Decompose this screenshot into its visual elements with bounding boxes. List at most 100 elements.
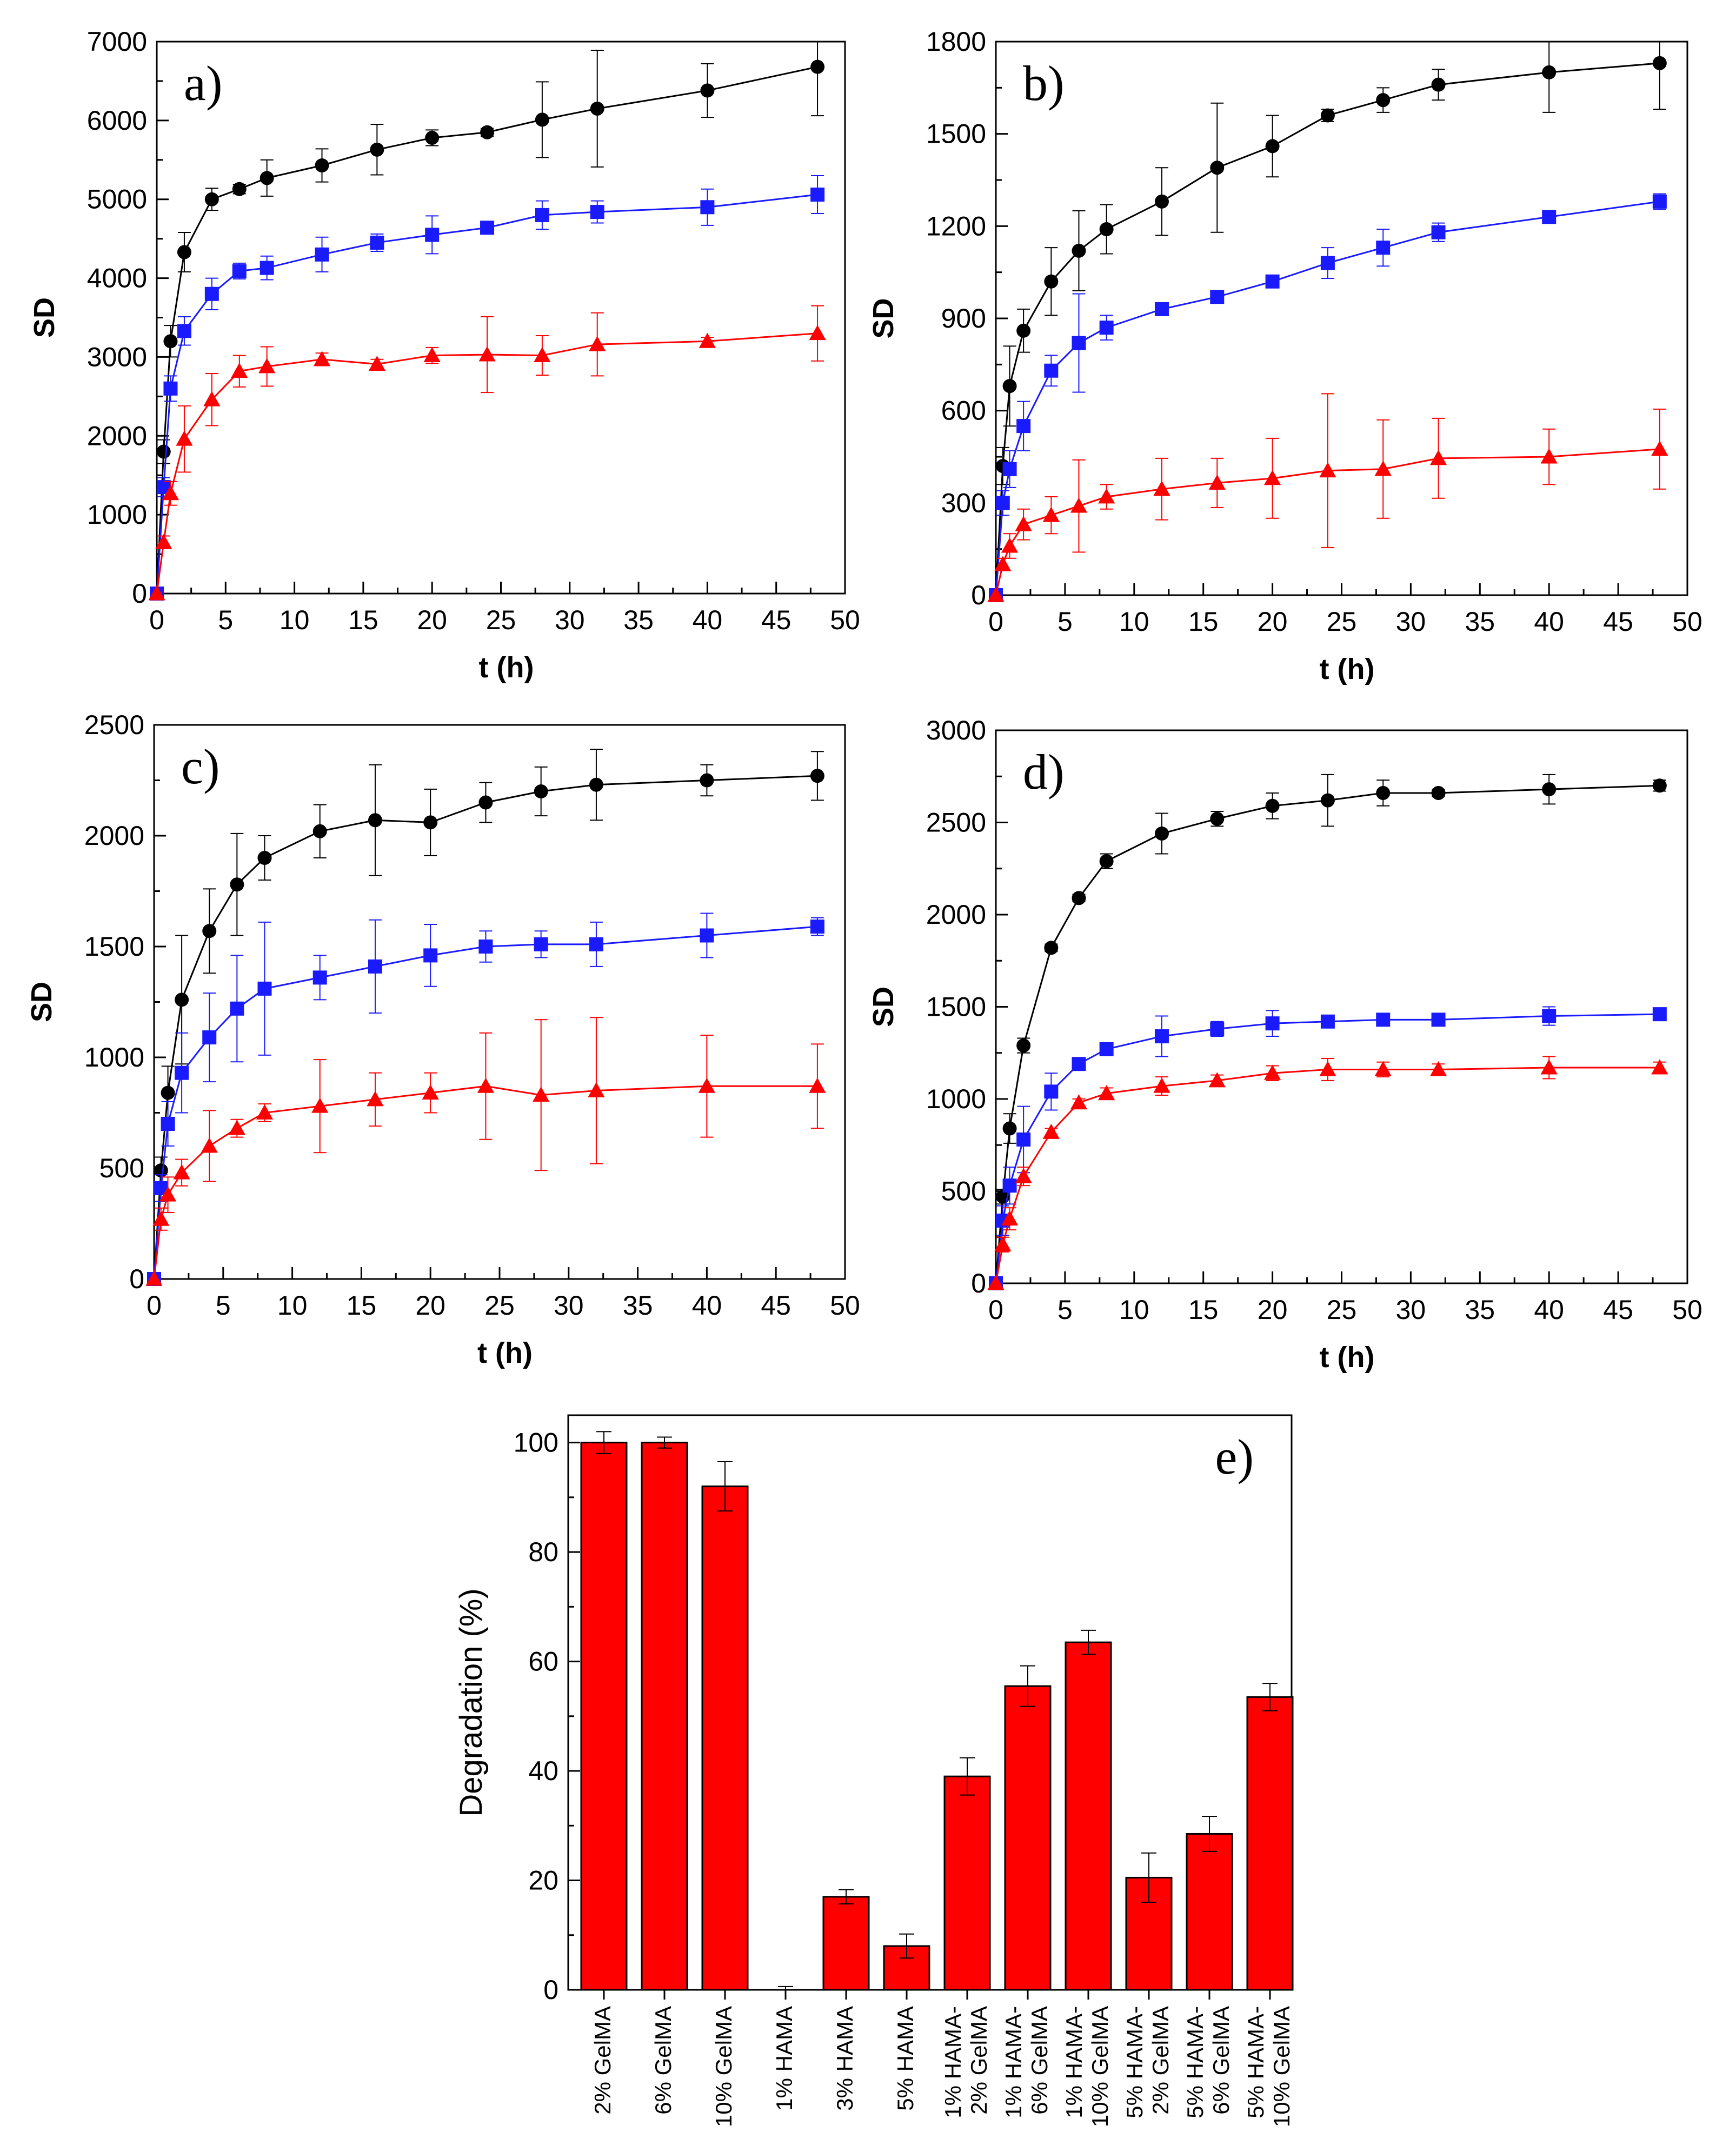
x-tick-label: 15 — [347, 1290, 377, 1321]
data-point — [257, 981, 272, 996]
y-tick-label: 600 — [941, 396, 986, 426]
data-point — [230, 1001, 244, 1016]
data-point — [1098, 1085, 1115, 1101]
data-point — [1542, 782, 1557, 797]
data-point — [201, 1137, 218, 1153]
data-point — [994, 556, 1012, 571]
bar — [1004, 1685, 1052, 1991]
data-point — [1044, 363, 1059, 378]
data-point — [260, 171, 274, 185]
data-point — [700, 200, 715, 215]
data-point — [1099, 222, 1114, 237]
chart-panel-a: 0 5 10 15 20 25 30 35 40 45 50 0 1000 2000 3000 4000 500… — [28, 26, 860, 684]
x-tick-label: 5 — [216, 1290, 231, 1321]
data-point — [1002, 1178, 1017, 1193]
data-point — [1002, 1121, 1017, 1136]
data-point — [1070, 497, 1088, 513]
data-point — [312, 970, 327, 985]
x-category-label: 5% HAMA- — [1182, 2006, 1208, 2118]
bar — [1186, 1833, 1233, 1991]
data-point — [159, 1186, 177, 1202]
x-category-label: 5% HAMA- — [1243, 2006, 1268, 2118]
x-tick-label: 25 — [1327, 607, 1357, 637]
data-point — [1376, 1012, 1391, 1027]
data-point — [1044, 941, 1059, 955]
data-point — [423, 347, 441, 362]
x-tick-label: 10 — [1119, 1295, 1149, 1325]
x-axis-title: t (h) — [477, 1337, 533, 1369]
data-point — [995, 496, 1010, 510]
data-point — [1210, 161, 1225, 175]
x-category-label: 6% GelMA — [1027, 2006, 1052, 2115]
x-category-label: 2% GelMA — [966, 2006, 992, 2115]
y-tick-label: 900 — [941, 303, 986, 334]
series-black — [989, 42, 1667, 602]
data-point — [163, 381, 178, 396]
data-point — [1044, 1084, 1059, 1099]
y-tick-label: 0 — [543, 1975, 558, 2005]
data-point — [161, 1117, 175, 1131]
y-tick-label: 4000 — [87, 263, 147, 294]
data-point — [1265, 798, 1280, 813]
data-point — [370, 142, 384, 157]
x-category-label: 10% GelMA — [711, 2006, 736, 2127]
data-point — [204, 192, 219, 206]
x-tick-label: 35 — [1465, 1295, 1495, 1325]
series-black — [147, 749, 824, 1286]
y-tick-label: 2500 — [926, 808, 986, 838]
data-point — [152, 1210, 170, 1226]
data-point — [231, 363, 248, 378]
data-point — [478, 940, 493, 954]
data-point — [1072, 891, 1086, 905]
x-tick-label: 40 — [693, 605, 723, 635]
data-point — [315, 247, 329, 262]
data-point — [163, 334, 178, 349]
data-point — [1542, 1009, 1557, 1023]
x-axis-title: t (h) — [1320, 1341, 1375, 1374]
x-category-label: 10% GelMA — [1087, 2006, 1113, 2127]
bar — [1065, 1641, 1112, 1991]
data-point — [1376, 785, 1391, 800]
data-point — [1210, 811, 1225, 826]
bar — [1246, 1696, 1294, 1991]
data-point — [1015, 1168, 1032, 1183]
data-point — [203, 391, 221, 407]
y-tick-label: 6000 — [87, 105, 147, 136]
data-point — [175, 992, 189, 1007]
data-point — [699, 332, 716, 348]
data-point — [154, 1163, 168, 1178]
data-point — [232, 182, 247, 196]
data-point — [1042, 507, 1060, 522]
data-point — [162, 485, 179, 501]
data-point — [1016, 323, 1031, 338]
x-tick-label: 30 — [1396, 1295, 1426, 1325]
data-point — [1265, 1016, 1280, 1031]
data-point — [994, 1236, 1012, 1251]
y-tick-label: 0 — [132, 578, 147, 609]
data-point — [148, 585, 165, 601]
y-axis-title: Degradation (%) — [454, 1588, 489, 1816]
data-point — [478, 346, 496, 362]
x-tick-label: 40 — [1534, 1295, 1564, 1325]
data-point — [1264, 1064, 1281, 1080]
series-blue — [147, 912, 824, 1286]
x-category-label: 6% GelMA — [1208, 2006, 1234, 2115]
data-point — [477, 1077, 495, 1093]
bar — [701, 1485, 749, 1991]
x-category-label: 1% HAMA- — [940, 2006, 966, 2118]
y-tick-label: 1500 — [84, 931, 144, 962]
y-tick-label: 100 — [514, 1428, 558, 1458]
data-point — [1542, 210, 1557, 224]
data-point — [1651, 1059, 1668, 1075]
y-tick-label: 1200 — [926, 211, 986, 241]
data-point — [367, 1091, 384, 1107]
data-point — [1099, 854, 1114, 869]
data-point — [588, 1082, 605, 1097]
x-tick-label: 10 — [1119, 607, 1149, 637]
data-point — [810, 769, 824, 783]
data-point — [1153, 481, 1170, 496]
data-point — [1208, 474, 1226, 490]
x-tick-label: 30 — [555, 605, 585, 635]
panel-label: c) — [181, 739, 220, 794]
x-tick-label: 25 — [484, 1290, 515, 1321]
